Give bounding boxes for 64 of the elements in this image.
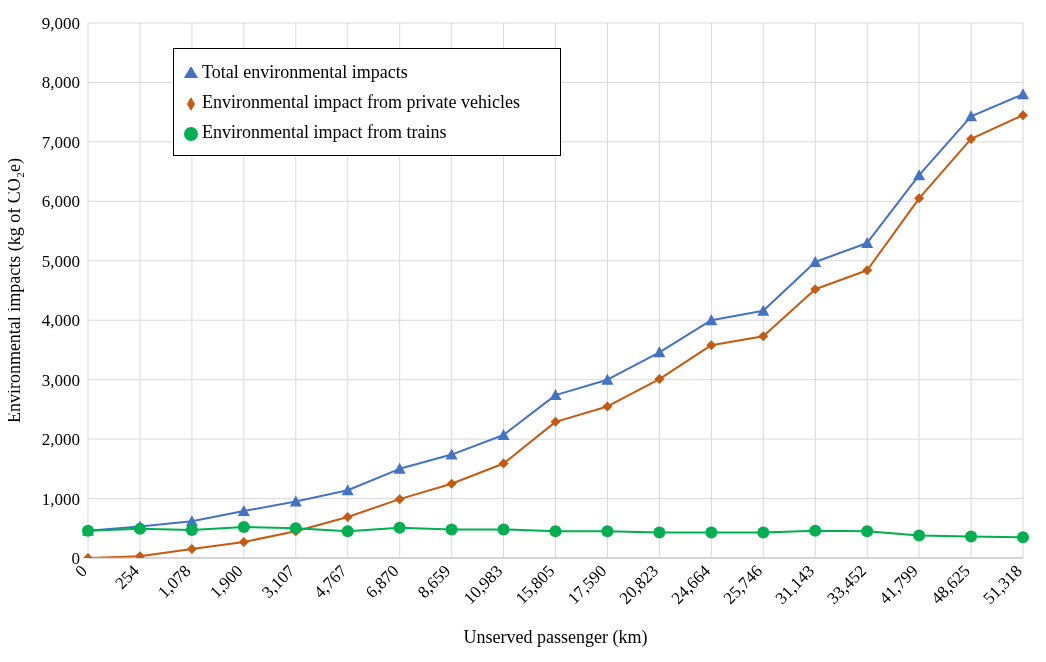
point bbox=[809, 524, 822, 537]
point bbox=[445, 523, 458, 536]
point bbox=[1017, 88, 1029, 100]
y-tick-label: 2,000 bbox=[41, 430, 80, 450]
point bbox=[654, 374, 665, 385]
point bbox=[394, 494, 405, 505]
y-tick-label: 8,000 bbox=[41, 73, 80, 93]
point bbox=[653, 526, 666, 539]
point bbox=[758, 331, 769, 342]
point bbox=[705, 526, 718, 539]
point bbox=[1017, 531, 1029, 544]
point bbox=[289, 522, 302, 535]
point bbox=[445, 448, 458, 460]
y-tick-label: 4,000 bbox=[41, 311, 80, 331]
point bbox=[1018, 110, 1028, 121]
point bbox=[341, 484, 354, 496]
point bbox=[757, 526, 770, 539]
point bbox=[861, 525, 874, 538]
point bbox=[862, 265, 873, 276]
point bbox=[861, 236, 874, 248]
point bbox=[342, 511, 353, 522]
point bbox=[601, 373, 614, 385]
point bbox=[549, 389, 562, 401]
point bbox=[913, 169, 926, 181]
point bbox=[810, 284, 821, 295]
point bbox=[446, 478, 457, 489]
point bbox=[550, 416, 561, 427]
y-tick-label: 7,000 bbox=[41, 132, 80, 152]
point bbox=[237, 505, 250, 517]
point bbox=[602, 401, 613, 412]
point bbox=[549, 525, 562, 538]
point bbox=[237, 521, 250, 534]
legend-label: Environmental impact from private vehicles bbox=[202, 92, 520, 112]
y-tick-label: 3,000 bbox=[41, 370, 80, 390]
point bbox=[913, 529, 926, 542]
x-axis-title: Unserved passenger (km) bbox=[463, 627, 648, 648]
legend-label: Total environmental impacts bbox=[202, 62, 408, 82]
point bbox=[966, 133, 977, 144]
point bbox=[601, 525, 614, 538]
point bbox=[238, 536, 249, 547]
point bbox=[341, 525, 354, 538]
y-tick-label: 6,000 bbox=[41, 192, 80, 212]
point bbox=[497, 428, 510, 440]
x-tick-label: 254 bbox=[111, 561, 144, 593]
point bbox=[809, 255, 822, 267]
point bbox=[498, 458, 509, 469]
point bbox=[289, 495, 302, 507]
point bbox=[914, 193, 925, 204]
legend-label: Environmental impact from trains bbox=[202, 122, 447, 142]
point bbox=[393, 462, 406, 474]
point bbox=[705, 314, 718, 326]
point bbox=[706, 340, 717, 351]
point bbox=[393, 521, 406, 534]
point bbox=[653, 346, 666, 358]
y-axis-title: Environmental impacts (kg of CO₂e) bbox=[4, 157, 25, 424]
point bbox=[186, 544, 197, 555]
y-tick-label: 9,000 bbox=[41, 14, 80, 34]
y-tick-label: 1,000 bbox=[41, 489, 80, 509]
point bbox=[757, 304, 770, 316]
point bbox=[497, 523, 510, 536]
point bbox=[965, 530, 978, 543]
y-tick-label: 5,000 bbox=[41, 251, 80, 271]
point bbox=[185, 524, 198, 537]
point bbox=[965, 110, 978, 122]
